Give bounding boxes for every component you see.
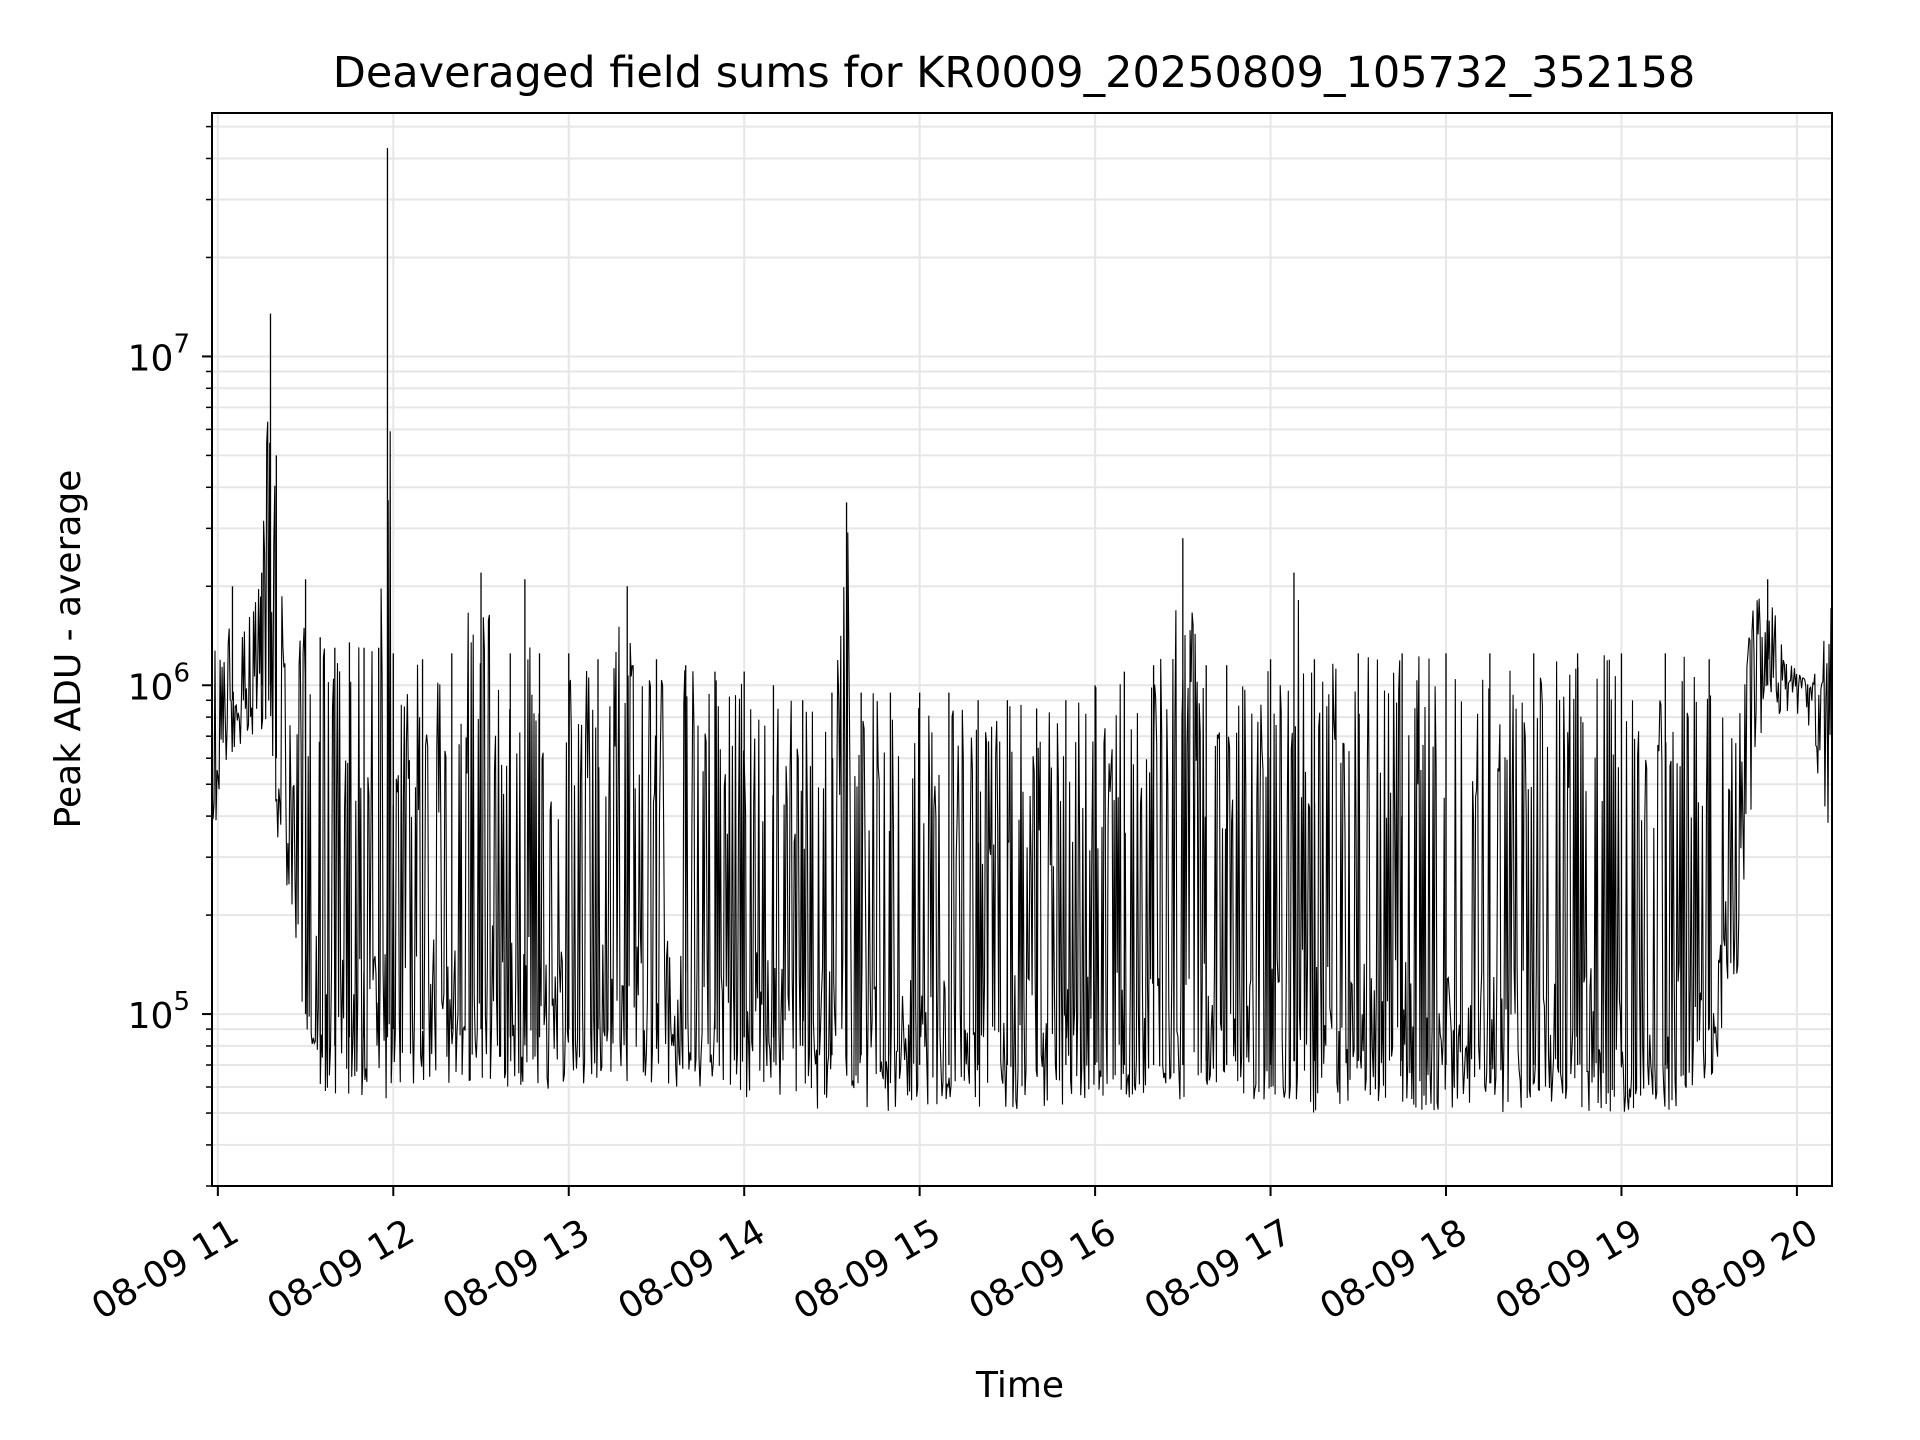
- chart-title: Deaveraged field sums for KR0009_2025080…: [333, 48, 1696, 98]
- axes-frame: [211, 112, 1833, 1187]
- x-axis-label: Time: [975, 1365, 1064, 1406]
- plot-area: [211, 148, 1833, 1113]
- y-tick-label: 105: [128, 987, 190, 1037]
- y-tick-label: 106: [128, 658, 190, 708]
- series-line: [211, 421, 1833, 1113]
- y-tick-label: 107: [128, 329, 190, 379]
- y-axis: 105 106 107: [128, 125, 212, 1187]
- y-axis-label: Peak ADU - average: [48, 470, 89, 829]
